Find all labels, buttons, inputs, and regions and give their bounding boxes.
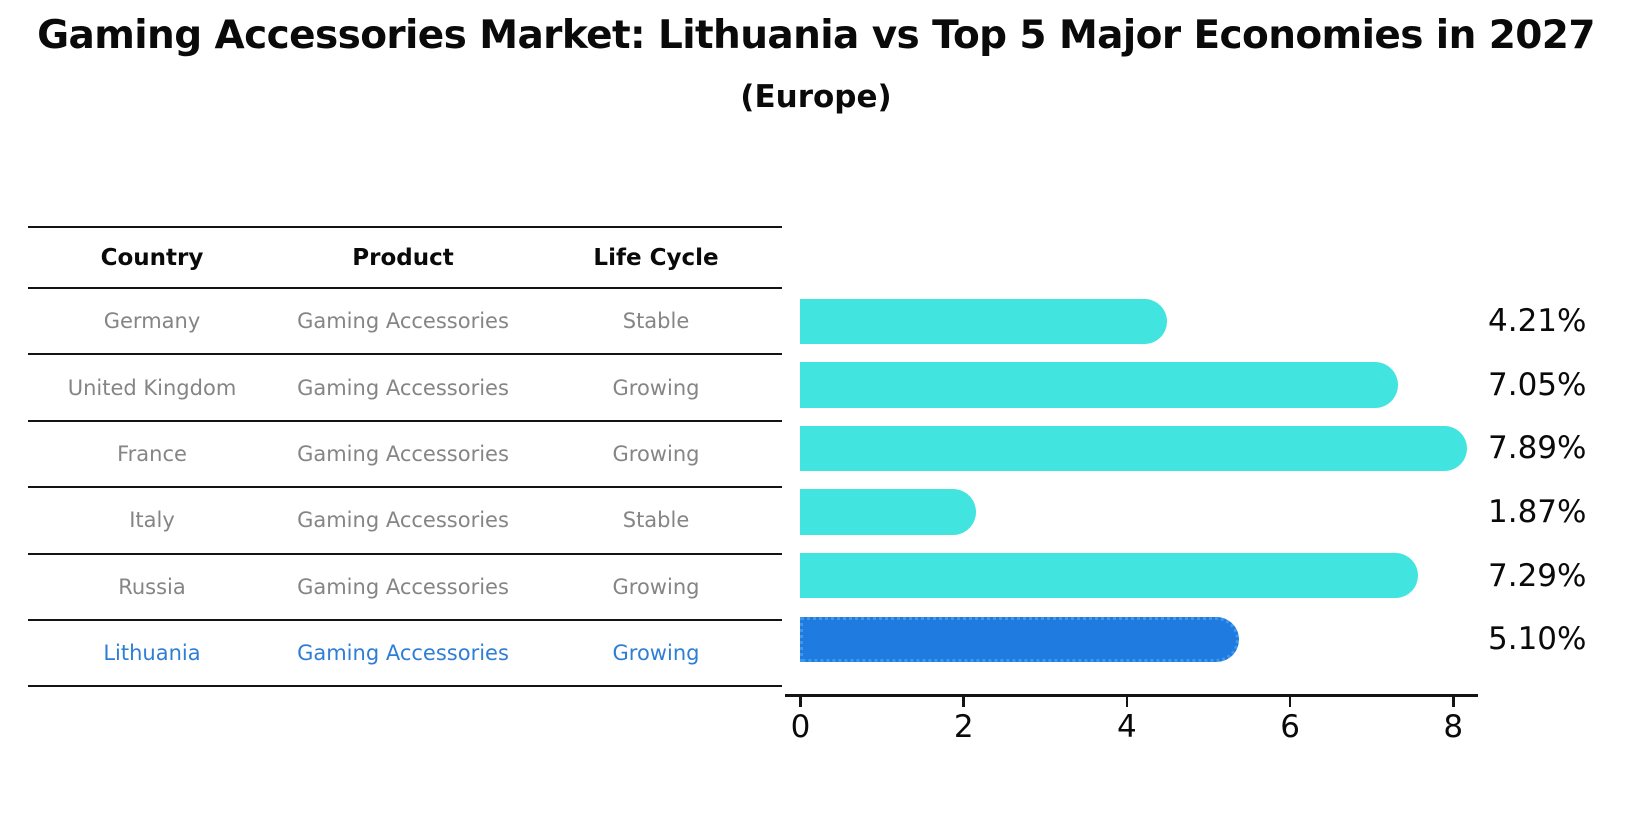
- x-axis-tick: [1125, 697, 1129, 707]
- cell-life-cycle: Growing: [530, 354, 782, 422]
- cell-country: Germany: [28, 288, 276, 356]
- bar-value-label: 7.05%: [1488, 366, 1587, 403]
- page-title: Gaming Accessories Market: Lithuania vs …: [37, 13, 1595, 58]
- cell-country: Italy: [28, 487, 276, 555]
- bar-value-label: 1.87%: [1488, 494, 1587, 531]
- x-axis-tick: [1452, 697, 1455, 707]
- cell-life-cycle: Growing: [530, 553, 782, 621]
- bar-italy: [800, 489, 976, 535]
- comparison-table: Country Product Life Cycle Germany Gamin…: [28, 226, 782, 688]
- table-row: France Gaming Accessories Growing: [28, 420, 782, 489]
- cell-product: Gaming Accessories: [276, 354, 530, 422]
- bar-russia: [800, 552, 1418, 599]
- column-header-product: Product: [276, 227, 530, 289]
- column-header-life-cycle: Life Cycle: [530, 227, 782, 289]
- x-axis-tick-label: 6: [1280, 709, 1300, 745]
- x-axis-tick-label: 0: [790, 709, 811, 745]
- cell-life-cycle: Growing: [530, 420, 782, 489]
- bar-value-label: 5.10%: [1488, 621, 1587, 658]
- x-axis-line: [785, 694, 1478, 697]
- cell-country: Lithuania: [28, 619, 276, 688]
- table-row: United Kingdom Gaming Accessories Growin…: [28, 354, 782, 422]
- cell-product: Gaming Accessories: [276, 619, 530, 688]
- x-axis-tick-label: 4: [1117, 709, 1137, 745]
- table-row: Russia Gaming Accessories Growing: [28, 553, 782, 621]
- cell-product: Gaming Accessories: [276, 420, 530, 489]
- bar-value-label: 7.29%: [1488, 557, 1587, 594]
- table-row: Italy Gaming Accessories Stable: [28, 487, 782, 555]
- bar-value-label: 4.21%: [1488, 303, 1587, 340]
- x-axis-tick: [962, 697, 965, 707]
- table-row: Germany Gaming Accessories Stable: [28, 288, 782, 356]
- cell-product: Gaming Accessories: [276, 288, 530, 356]
- cell-life-cycle: Stable: [530, 487, 782, 555]
- cell-life-cycle: Growing: [530, 619, 782, 688]
- x-axis-tick-label: 2: [953, 709, 974, 745]
- x-axis-tick: [799, 697, 802, 707]
- table-row-highlighted: Lithuania Gaming Accessories Growing: [28, 619, 782, 688]
- bar-germany: [800, 298, 1167, 344]
- page-subtitle: (Europe): [740, 79, 892, 115]
- table-header-row: Country Product Life Cycle: [28, 227, 782, 289]
- cell-product: Gaming Accessories: [276, 487, 530, 555]
- cell-life-cycle: Stable: [530, 288, 782, 356]
- cell-country: France: [28, 420, 276, 489]
- cell-country: United Kingdom: [28, 354, 276, 422]
- x-axis-tick-label: 8: [1443, 709, 1464, 745]
- column-header-country: Country: [28, 227, 276, 289]
- cell-product: Gaming Accessories: [276, 553, 530, 621]
- x-axis-tick: [1288, 697, 1292, 707]
- bar-france: [800, 425, 1467, 472]
- cell-country: Russia: [28, 553, 276, 621]
- bar-lithuania: [800, 616, 1240, 662]
- bar-united-kingdom: [800, 362, 1399, 408]
- bar-value-label: 7.89%: [1488, 430, 1587, 467]
